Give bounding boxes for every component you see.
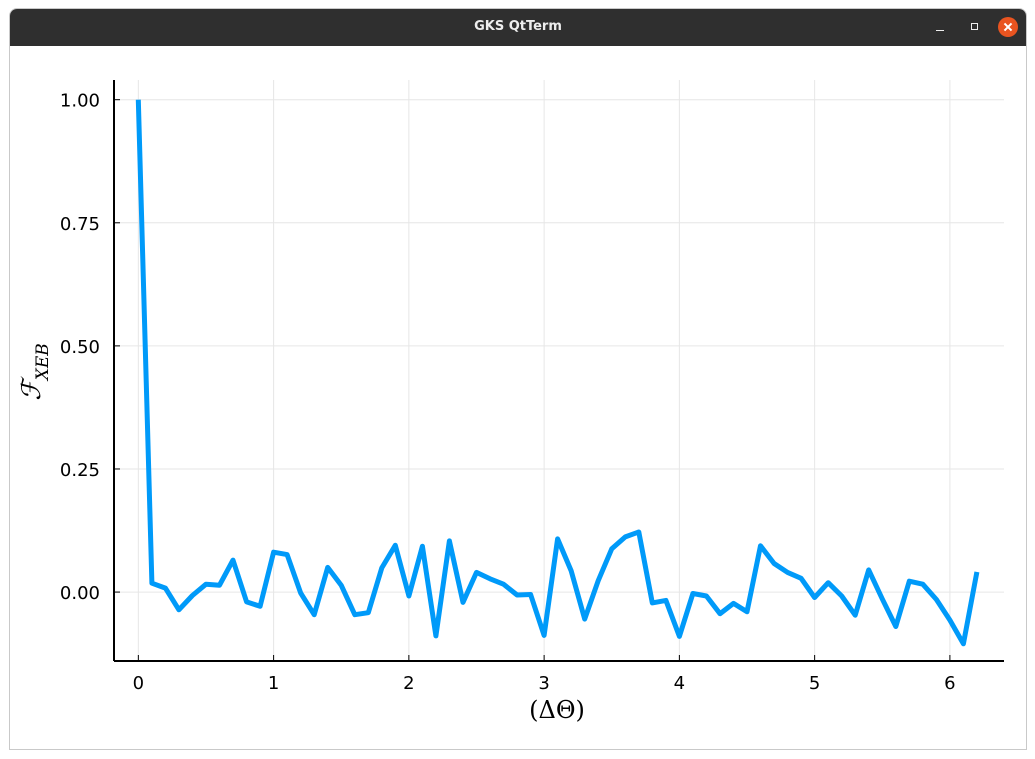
x-tick-label: 6 [944, 673, 955, 694]
close-icon[interactable] [998, 17, 1018, 37]
axes [113, 80, 1004, 662]
y-tick-label: 1.00 [60, 91, 100, 112]
maximize-icon[interactable] [965, 17, 985, 37]
y-tick-label: 0.75 [60, 214, 100, 235]
y-tick-label: 0.00 [60, 583, 100, 604]
x-tick-label: 2 [403, 673, 414, 694]
title-bar[interactable]: GKS QtTerm [10, 9, 1026, 46]
y-axis-label: ℱXEB [17, 343, 53, 400]
series-layer [135, 99, 980, 647]
x-tick-label: 4 [674, 673, 685, 694]
x-tick-label: 5 [809, 673, 820, 694]
app-window: GKS QtTerm [9, 8, 1027, 750]
window-title: GKS QtTerm [474, 19, 562, 34]
y-axis-label-group: ℱXEB [17, 343, 53, 400]
tick-labels: 0 1 2 3 4 5 6 0.00 0.25 0.50 0.75 1.00 [60, 91, 956, 694]
y-tick-label: 0.25 [60, 460, 100, 481]
x-tick-label: 0 [133, 673, 144, 694]
x-tick-label: 1 [268, 673, 279, 694]
minimize-icon[interactable] [930, 17, 950, 37]
x-axis-label-group: (ΔΘ) [529, 696, 585, 724]
series-line [135, 99, 980, 647]
y-tick-label: 0.50 [60, 337, 100, 358]
x-axis-label: (ΔΘ) [529, 696, 585, 724]
y-axis-label-subscript: XEB [33, 343, 53, 382]
x-tick-label: 3 [538, 673, 549, 694]
